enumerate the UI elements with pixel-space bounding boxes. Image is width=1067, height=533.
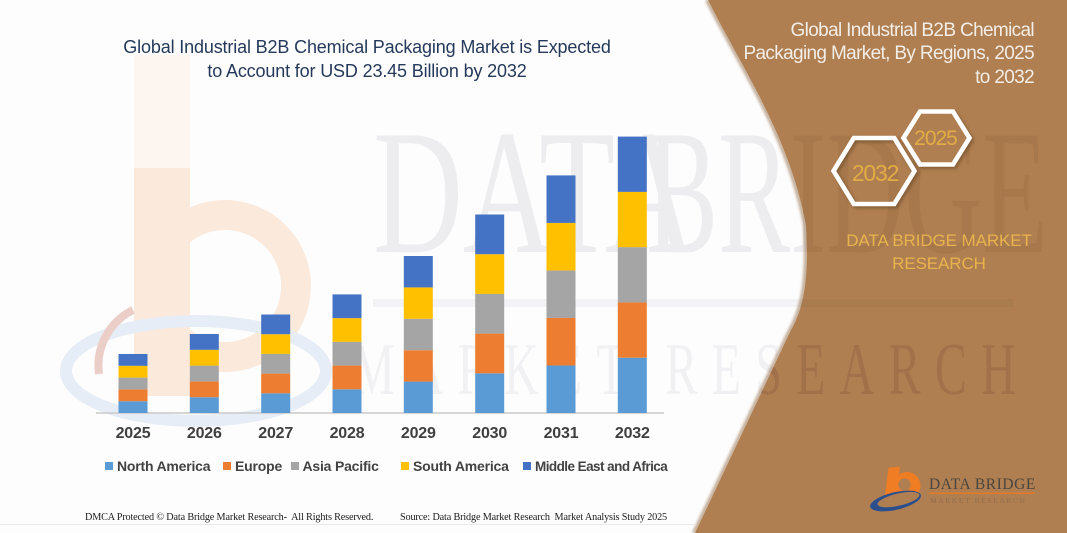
svg-text:DATA BRIDGE: DATA BRIDGE (929, 476, 1036, 493)
svg-text:MARKET RESEARCH: MARKET RESEARCH (930, 496, 1027, 505)
